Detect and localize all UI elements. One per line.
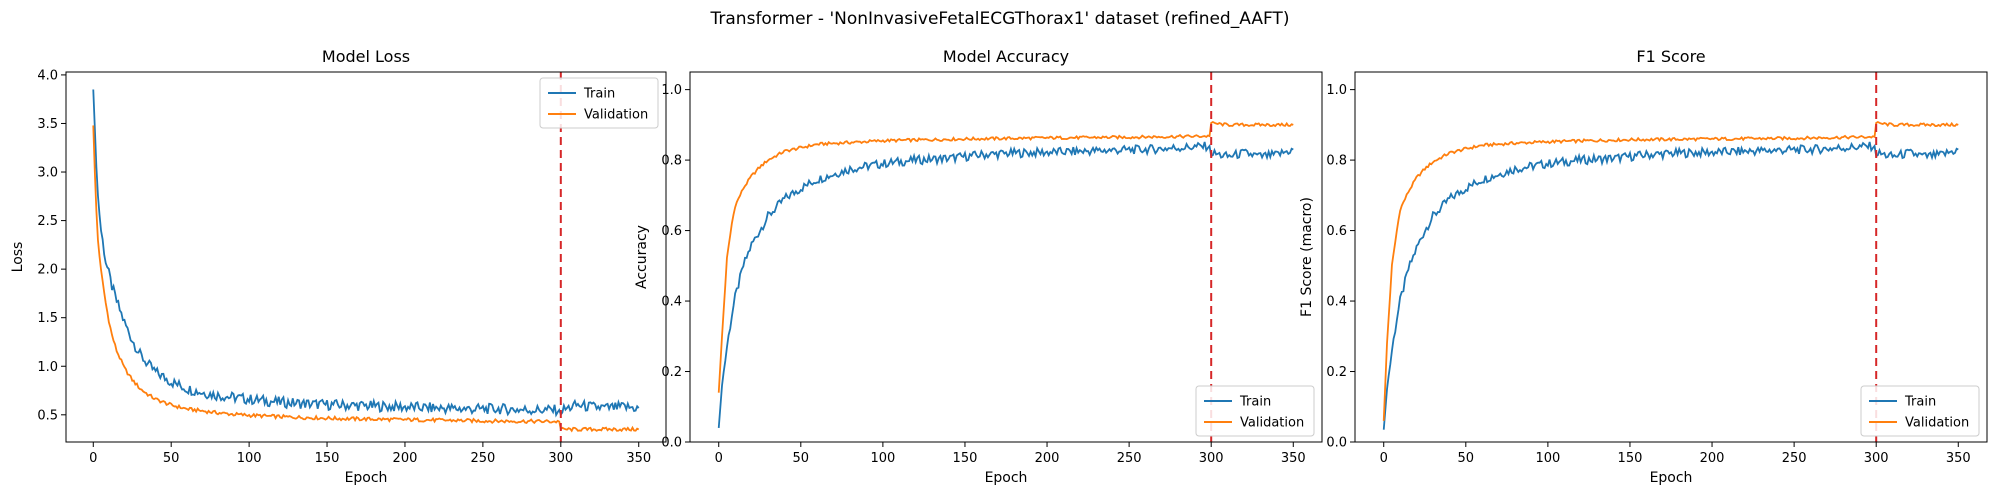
series-line-train [717, 141, 1294, 428]
x-tick-label: 0 [715, 451, 723, 466]
x-tick-label: 300 [1199, 451, 1224, 466]
y-tick-label: 0.8 [1326, 154, 1347, 169]
x-tick-label: 50 [163, 451, 180, 466]
x-tick-label: 150 [315, 451, 340, 466]
y-tick-label: 0.2 [661, 365, 682, 380]
y-tick-label: 0.5 [37, 408, 58, 423]
legend-label-train: Train [1239, 395, 1271, 410]
x-tick-label: 350 [626, 451, 651, 466]
axes-frame [1354, 71, 1988, 443]
x-tick-label: 50 [793, 451, 810, 466]
subplots: Model Loss 0 50 100 150 200 250 300 350 0.5 1.0 1.5… [10, 47, 1988, 486]
x-axis-label: Epoch [1650, 470, 1693, 486]
x-tick-label: 250 [1117, 451, 1142, 466]
x-tick-label: 350 [1946, 451, 1971, 466]
y-tick-label: 0.6 [661, 224, 682, 239]
y-tick-label: 0.4 [661, 295, 682, 310]
legend: Train Validation [539, 77, 659, 129]
x-tick-label: 150 [953, 451, 978, 466]
y-tick-label: 3.0 [37, 166, 58, 181]
subplot-title: Model Loss [322, 47, 410, 66]
legend-label-train: Train [583, 87, 615, 102]
y-tick-label: 2.5 [37, 214, 58, 229]
y-tick-label: 0.4 [1326, 295, 1347, 310]
subplot-title: F1 Score [1636, 47, 1705, 66]
y-tick-label: 4.0 [37, 68, 58, 83]
y-tick-label: 2.0 [37, 263, 58, 278]
x-tick-label: 200 [1700, 451, 1725, 466]
x-tick-label: 200 [393, 451, 418, 466]
axes-frame [65, 71, 667, 443]
subplot-title: Model Accuracy [943, 47, 1069, 66]
x-tick-label: 250 [470, 451, 495, 466]
y-tick-label: 0.0 [1326, 436, 1347, 451]
series-line-train [1382, 141, 1959, 430]
y-axis-label: Accuracy [634, 225, 650, 289]
subplot-2: Model Accuracy 0 50 100 150 200 250 300 350 0.0 0.… [634, 47, 1323, 486]
legend: Train Validation [1195, 385, 1315, 437]
x-tick-label: 350 [1281, 451, 1306, 466]
x-tick-label: 100 [870, 451, 895, 466]
legend: Train Validation [1860, 385, 1980, 437]
x-tick-label: 250 [1782, 451, 1807, 466]
legend-label-validation: Validation [584, 108, 648, 123]
x-tick-label: 300 [548, 451, 573, 466]
axes-frame [689, 71, 1323, 443]
y-tick-label: 0.2 [1326, 365, 1347, 380]
figure-suptitle: Transformer - 'NonInvasiveFetalECGThorax… [710, 9, 1290, 29]
x-tick-label: 200 [1035, 451, 1060, 466]
legend-label-validation: Validation [1240, 416, 1304, 431]
y-tick-label: 3.5 [37, 117, 58, 132]
y-axis-label: F1 Score (macro) [1299, 197, 1315, 317]
y-tick-label: 1.0 [37, 360, 58, 375]
y-tick-label: 1.0 [1326, 83, 1347, 98]
y-tick-label: 1.5 [37, 311, 58, 326]
x-tick-label: 0 [1380, 451, 1388, 466]
subplot-3: F1 Score 0 50 100 150 200 250 300 350 0.0 0.2 0.4 0.… [1299, 47, 1988, 486]
legend-box [539, 77, 659, 129]
x-tick-label: 150 [1618, 451, 1643, 466]
x-tick-label: 300 [1864, 451, 1889, 466]
y-tick-label: 0.0 [661, 436, 682, 451]
legend-label-train: Train [1904, 395, 1936, 410]
series-line-validation [92, 125, 640, 433]
series-line-validation [717, 120, 1294, 393]
legend-box [1860, 385, 1980, 437]
x-tick-label: 0 [89, 451, 97, 466]
series-line-train [92, 89, 640, 418]
x-tick-label: 50 [1458, 451, 1475, 466]
y-tick-label: 0.8 [661, 154, 682, 169]
x-tick-label: 100 [237, 451, 262, 466]
x-axis-label: Epoch [985, 470, 1028, 486]
series-line-validation [1382, 120, 1959, 421]
x-axis-label: Epoch [345, 470, 388, 486]
y-tick-label: 1.0 [661, 83, 682, 98]
subplot-1: Model Loss 0 50 100 150 200 250 300 350 0.5 1.0 1.5… [10, 47, 667, 486]
y-axis-label: Loss [10, 242, 26, 273]
x-tick-label: 100 [1535, 451, 1560, 466]
legend-box [1195, 385, 1315, 437]
legend-label-validation: Validation [1905, 416, 1969, 431]
y-tick-label: 0.6 [1326, 224, 1347, 239]
